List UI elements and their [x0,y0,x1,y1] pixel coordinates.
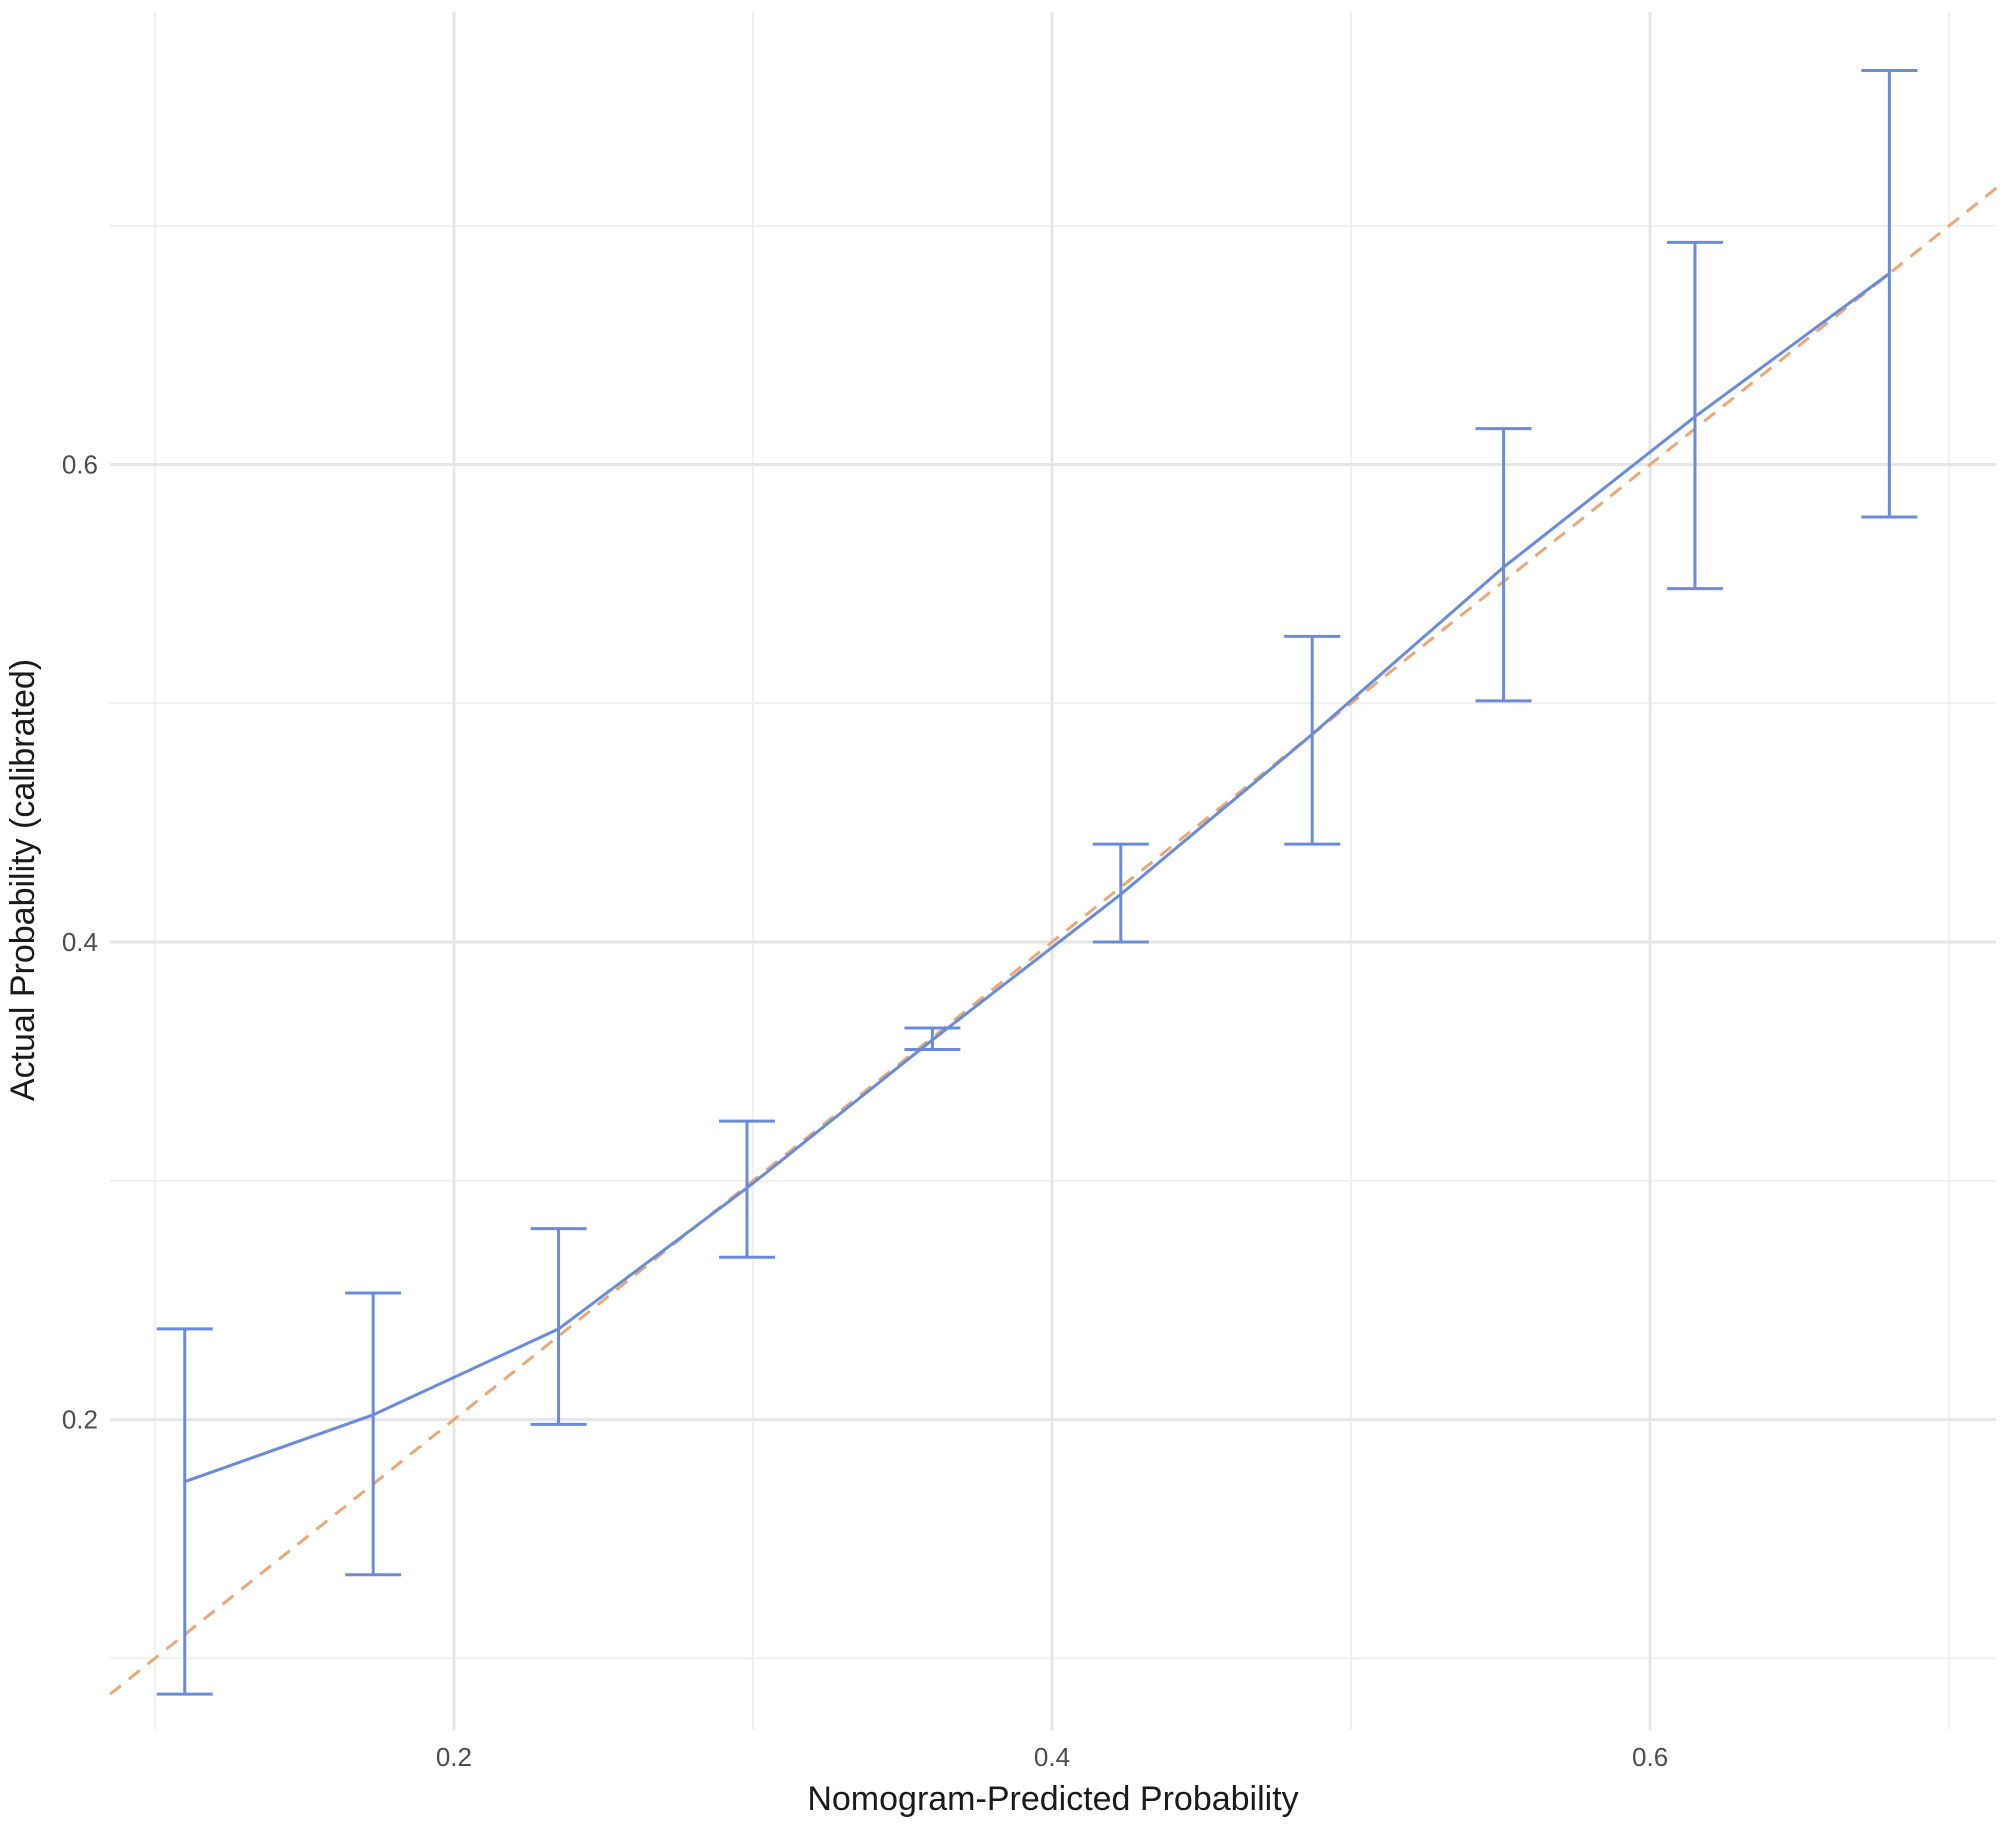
error-bar [718,1119,775,1259]
error-bar [1284,634,1341,846]
error-bar [1861,69,1918,519]
y-tick-label: 0.6 [62,449,98,479]
x-tick-label: 0.6 [1632,1742,1668,1772]
error-bar [345,1291,402,1577]
y-tick-label: 0.2 [62,1405,98,1435]
reference-line-layer [109,183,2001,1696]
x-tick-label: 0.4 [1034,1742,1070,1772]
gridlines [110,12,1996,1730]
error-bar [904,1026,961,1051]
calibration-line [184,272,1891,1484]
reference-diagonal-line [109,183,2001,1696]
tick-labels: 0.2 0.4 0.6 0.2 0.4 0.6 [62,449,1668,1772]
calibration-series-layer [156,69,1918,1696]
y-axis-title: Actual Probability (calibrated) [4,659,42,1101]
y-tick-label: 0.4 [62,927,98,957]
error-bar [156,1327,213,1696]
x-axis-title: Nomogram-Predicted Probability [807,1780,1298,1818]
x-tick-label: 0.2 [436,1742,472,1772]
error-bar [530,1227,587,1426]
error-bar [1666,240,1723,591]
error-bar [1092,842,1149,944]
error-bar [1475,427,1532,703]
